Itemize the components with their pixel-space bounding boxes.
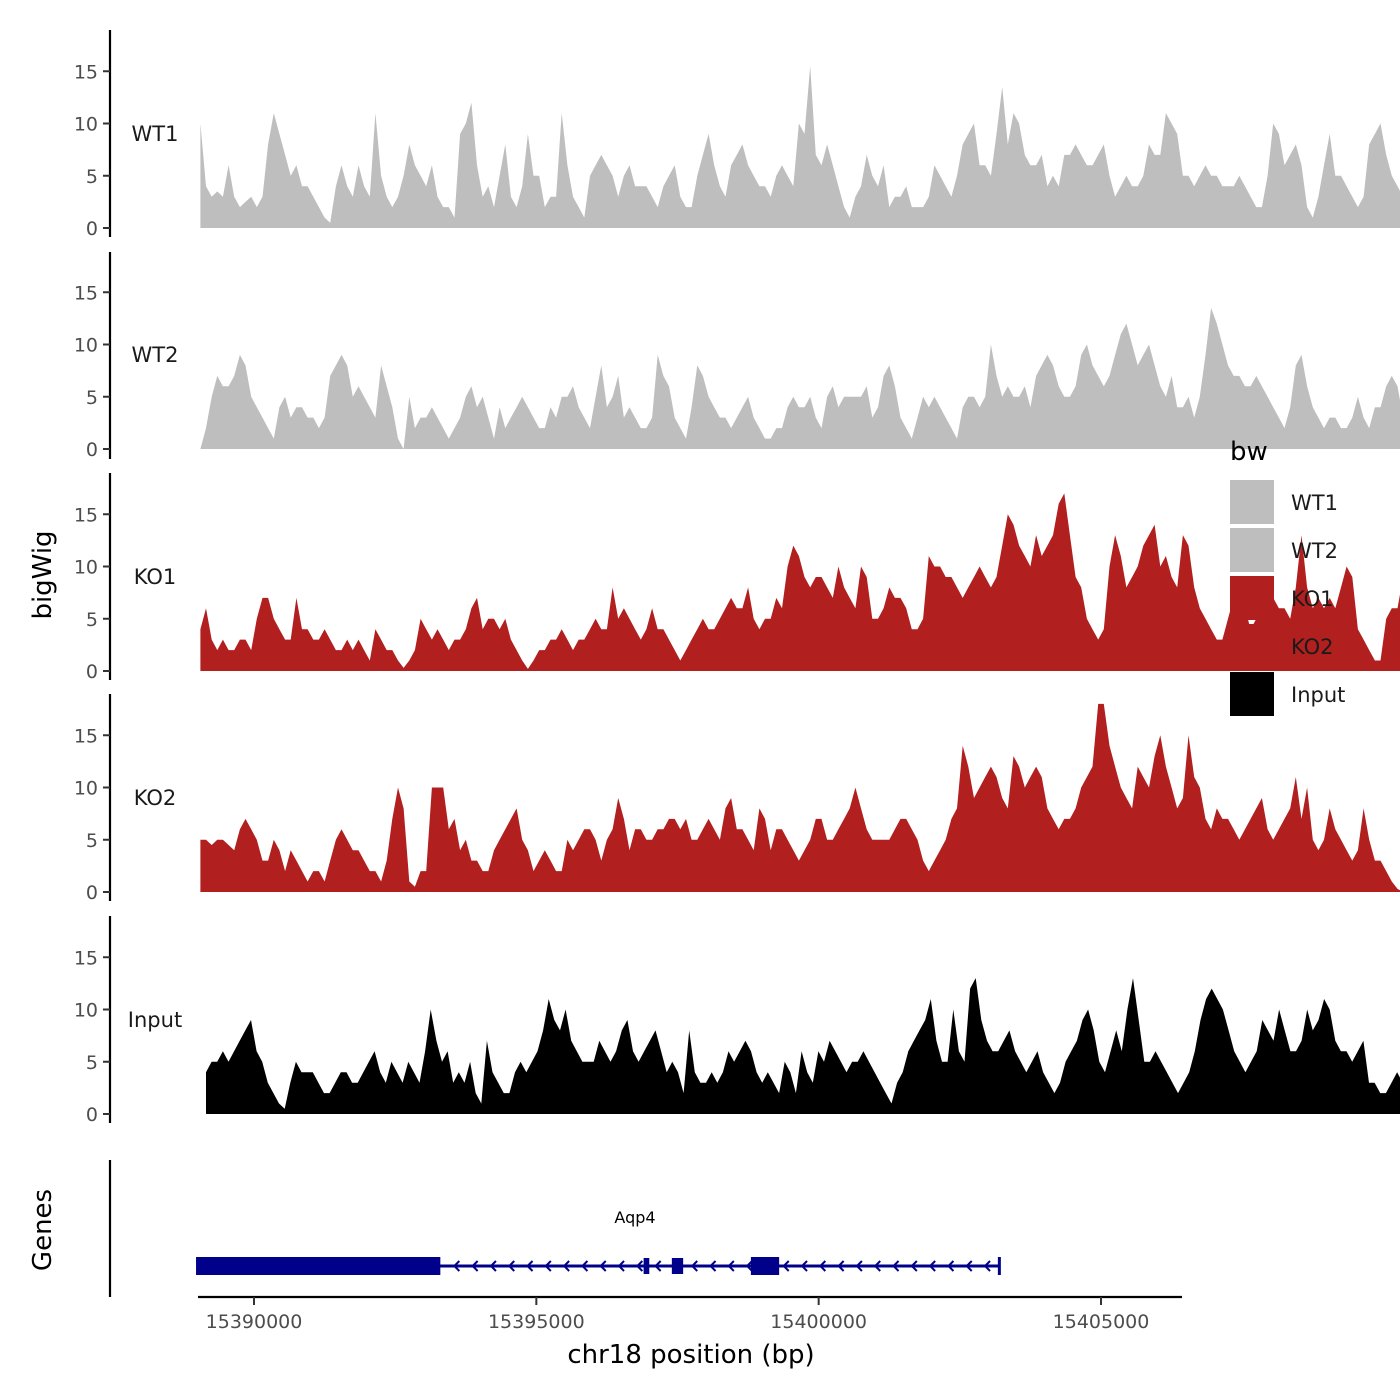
exon-2 xyxy=(643,1258,650,1274)
strand-arrow xyxy=(617,1260,625,1272)
strand-arrow xyxy=(965,1260,973,1272)
y-tick-label-ko2-0: 0 xyxy=(86,882,98,904)
track-label-wt1: WT1 xyxy=(132,122,179,146)
y-axis-title: bigWig xyxy=(28,530,58,619)
track-ko1: 0 5 10 15 KO1 xyxy=(74,473,1400,683)
strand-arrow xyxy=(709,1260,717,1272)
y-tick-label-ko2-5: 5 xyxy=(86,830,98,852)
exon-4 xyxy=(750,1257,780,1275)
legend: bw WT1 WT2 KO1 KO2 Input xyxy=(1230,437,1345,716)
legend-swatch-wt2 xyxy=(1230,528,1274,572)
strand-arrow xyxy=(544,1260,552,1272)
strand-arrow xyxy=(654,1260,662,1272)
legend-title: bw xyxy=(1230,437,1268,467)
strand-arrow xyxy=(928,1260,936,1272)
y-tick-label-input-15: 15 xyxy=(74,947,98,969)
y-tick-label-ko2-15: 15 xyxy=(74,725,98,747)
strand-arrow xyxy=(471,1260,479,1272)
strand-arrow xyxy=(910,1260,918,1272)
y-tick-label-ko1-10: 10 xyxy=(74,557,98,579)
track-ko2: 0 5 10 15 KO2 xyxy=(74,694,1400,904)
track-label-ko2: KO2 xyxy=(134,786,177,810)
strand-arrow xyxy=(782,1260,790,1272)
track-input: 0 5 10 15 Input xyxy=(74,916,1400,1126)
strand-arrow xyxy=(745,1260,753,1272)
track-wt2: 0 5 10 15 WT2 xyxy=(74,252,1400,461)
strand-arrow xyxy=(947,1260,955,1272)
strand-arrow xyxy=(800,1260,808,1272)
y-tick-label-ko1-15: 15 xyxy=(74,504,98,526)
strand-arrow xyxy=(727,1260,735,1272)
strand-arrow xyxy=(452,1260,461,1272)
legend-swatch-ko1 xyxy=(1230,576,1274,620)
x-axis-title: chr18 position (bp) xyxy=(567,1340,814,1370)
track-label-wt2: WT2 xyxy=(132,343,179,367)
strand-arrow xyxy=(507,1260,515,1272)
area-wt2 xyxy=(200,307,1400,449)
y-tick-label-wt2-15: 15 xyxy=(74,282,98,304)
y-tick-label-wt2-0: 0 xyxy=(86,439,98,461)
bigwig-tracks: 0 5 10 15 WT1 0 5 10 15 WT2 0 5 10 15 KO1 0 5 10 15 KO2 0 5 10… xyxy=(74,30,1400,1126)
exon-1 xyxy=(197,1257,441,1275)
legend-swatch-input xyxy=(1230,672,1274,716)
strand-arrow xyxy=(983,1260,991,1272)
exon-3 xyxy=(671,1258,684,1274)
y-tick-label-wt1-10: 10 xyxy=(74,114,98,136)
y-tick-label-wt1-15: 15 xyxy=(74,61,98,83)
legend-swatch-wt1 xyxy=(1230,480,1274,524)
strand-arrow xyxy=(489,1260,497,1272)
strand-arrow xyxy=(690,1260,698,1272)
track-wt1: 0 5 10 15 WT1 xyxy=(74,30,1400,240)
legend-label-ko1: KO1 xyxy=(1291,587,1334,611)
x-axis: 15390000 15395000 15400000 15405000 xyxy=(198,1295,1182,1333)
track-label-ko1: KO1 xyxy=(134,565,177,589)
strand-arrow xyxy=(855,1260,863,1272)
area-wt1 xyxy=(200,66,1400,228)
strand-arrow xyxy=(635,1260,644,1272)
strand-arrow xyxy=(873,1260,881,1272)
gene-track: Aqp4 xyxy=(108,1160,1001,1297)
y-tick-label-wt2-10: 10 xyxy=(74,335,98,357)
y-tick-label-ko2-10: 10 xyxy=(74,778,98,800)
x-tick-label-15405000: 15405000 xyxy=(1053,1311,1150,1333)
y-tick-label-ko1-0: 0 xyxy=(86,661,98,683)
strand-arrow xyxy=(837,1260,845,1272)
area-ko1 xyxy=(200,493,1400,671)
track-label-input: Input xyxy=(128,1008,182,1032)
strand-arrow xyxy=(818,1260,827,1272)
y-tick-label-input-5: 5 xyxy=(86,1052,98,1074)
y-tick-label-ko1-5: 5 xyxy=(86,609,98,631)
area-input xyxy=(206,978,1400,1114)
strand-arrow xyxy=(892,1260,900,1272)
legend-swatch-ko2 xyxy=(1230,624,1274,668)
y-tick-label-input-10: 10 xyxy=(74,1000,98,1022)
gene-name-label: Aqp4 xyxy=(614,1208,655,1227)
strand-arrow xyxy=(526,1260,534,1272)
y-tick-label-input-0: 0 xyxy=(86,1104,98,1126)
genes-axis-title: Genes xyxy=(28,1189,58,1271)
legend-label-input: Input xyxy=(1291,683,1345,707)
legend-label-wt1: WT1 xyxy=(1291,491,1338,515)
y-tick-label-wt2-5: 5 xyxy=(86,387,98,409)
area-ko2 xyxy=(200,703,1400,892)
legend-label-ko2: KO2 xyxy=(1291,635,1334,659)
x-tick-label-15390000: 15390000 xyxy=(206,1311,303,1333)
strand-arrow xyxy=(581,1260,589,1272)
x-tick-label-15395000: 15395000 xyxy=(488,1311,585,1333)
legend-label-wt2: WT2 xyxy=(1291,539,1338,563)
strand-arrow xyxy=(562,1260,570,1272)
y-tick-label-wt1-0: 0 xyxy=(86,218,98,240)
y-tick-label-wt1-5: 5 xyxy=(86,166,98,188)
x-tick-label-15400000: 15400000 xyxy=(770,1311,867,1333)
strand-arrow xyxy=(599,1260,607,1272)
